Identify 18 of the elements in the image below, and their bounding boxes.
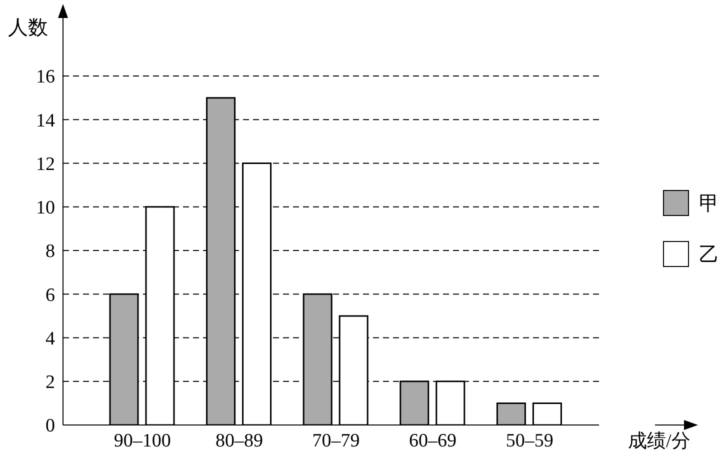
x-tick-label: 70–79 [312, 430, 360, 452]
y-tick-label: 8 [46, 241, 55, 262]
y-axis-title: 人数 [8, 16, 48, 41]
y-tick-label: 6 [46, 284, 55, 306]
y-tick-label: 12 [36, 154, 55, 175]
x-tick-label: 50–59 [506, 430, 554, 452]
y-tick-label: 2 [46, 372, 55, 394]
x-tick-label: 80–89 [215, 430, 263, 452]
legend-label: 甲 [699, 192, 719, 216]
y-tick-label: 10 [36, 198, 55, 219]
y-tick-label: 0 [46, 416, 55, 437]
x-tick-label: 90–100 [114, 430, 171, 452]
y-tick-label: 4 [46, 328, 56, 350]
y-tick-label: 14 [36, 110, 56, 132]
legend-label: 乙 [699, 242, 719, 268]
x-axis-title: 成绩/分 [628, 430, 690, 454]
x-tick-label: 60–69 [409, 430, 457, 452]
y-tick-label: 16 [36, 66, 55, 88]
